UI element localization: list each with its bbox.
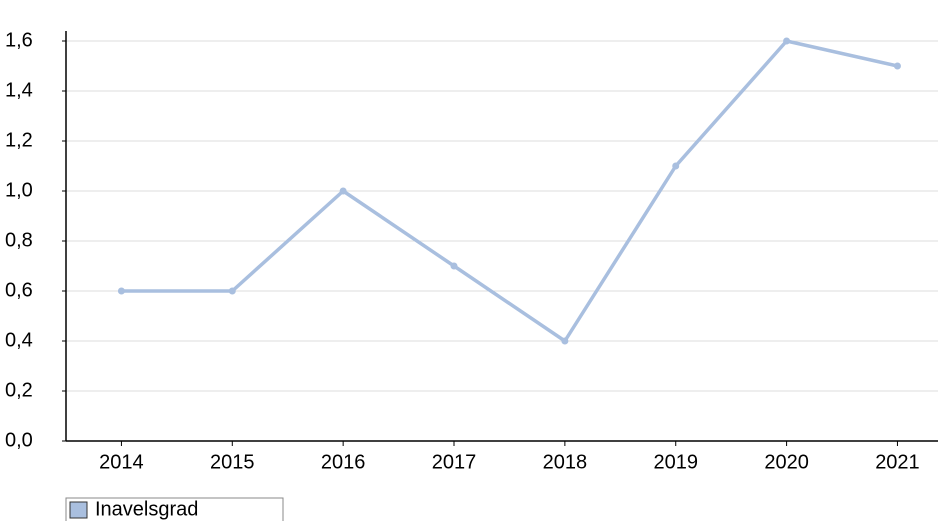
point: [561, 337, 569, 345]
legend-swatch: [69, 501, 88, 519]
x-tick-label: 2019: [653, 451, 698, 473]
x-tick-label: 2017: [432, 451, 477, 473]
y-tick-label: 0,8: [5, 229, 33, 251]
y-tick-label: 1,0: [5, 179, 33, 201]
x-tick-label: 2015: [210, 451, 255, 473]
y-tick-label: 0,6: [5, 279, 33, 301]
line-series: [121, 39, 898, 343]
legend-label: Inavelsgrad: [95, 498, 198, 520]
y-tick-label: 1,4: [5, 79, 33, 101]
y-tick-label: 1,2: [5, 129, 33, 151]
point: [117, 287, 125, 295]
x-tick-label: 2016: [321, 451, 366, 473]
legend-frame: [65, 497, 284, 521]
point: [893, 62, 901, 70]
y-tick-label: 1,6: [5, 29, 33, 51]
x-tick-label: 2021: [875, 451, 920, 473]
y-tick-label: 0,4: [5, 329, 33, 351]
x-tick-label: 2020: [764, 451, 809, 473]
point: [450, 262, 458, 270]
point: [783, 37, 791, 45]
x-tick-label: 2014: [99, 451, 144, 473]
y-tick-label: 0,2: [5, 379, 33, 401]
point: [672, 162, 680, 170]
point: [228, 287, 236, 295]
y-tick-label: 0,0: [5, 429, 33, 451]
x-tick-label: 2018: [543, 451, 588, 473]
point: [339, 187, 347, 195]
